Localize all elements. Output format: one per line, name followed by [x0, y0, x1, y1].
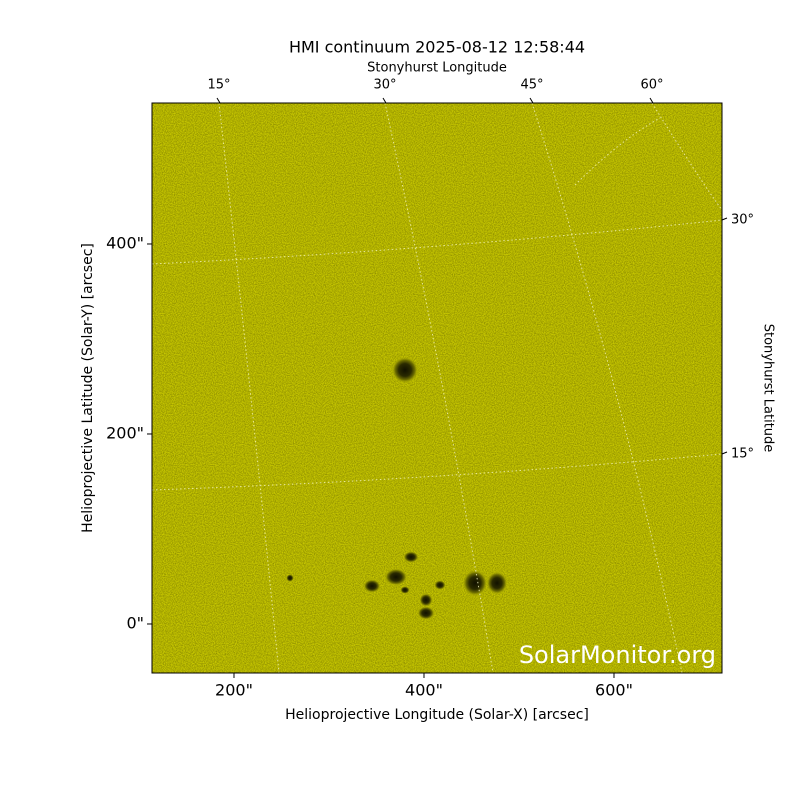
y-axis-label: Helioprojective Latitude (Solar-Y) [arcs…	[80, 243, 96, 533]
top-tick-label: 15°	[207, 78, 230, 93]
top-tick	[529, 97, 534, 104]
top-tick	[649, 97, 654, 104]
y-tick-label: 200"	[106, 423, 144, 442]
plot-frame	[151, 102, 723, 674]
top-tick-label: 30°	[373, 78, 396, 93]
x-axis-label: Helioprojective Longitude (Solar-X) [arc…	[285, 707, 589, 723]
y-tick-label: 0"	[126, 613, 144, 632]
top-tick	[382, 97, 387, 104]
right-tick	[721, 451, 728, 455]
top-axis-label: Stonyhurst Longitude	[367, 61, 507, 76]
right-tick	[721, 217, 728, 221]
top-tick-label: 60°	[640, 78, 663, 93]
sunspots	[286, 356, 508, 620]
image-area: SolarMonitor.org	[152, 103, 722, 673]
image-texture	[152, 103, 722, 673]
right-tick-label: 30°	[731, 213, 754, 228]
top-tick-label: 45°	[520, 78, 543, 93]
watermark: SolarMonitor.org	[519, 641, 716, 669]
chart-title: HMI continuum 2025-08-12 12:58:44	[289, 38, 585, 57]
right-tick-label: 15°	[731, 447, 754, 462]
stonyhurst-grid	[152, 103, 722, 673]
y-tick-label: 400"	[106, 233, 144, 252]
x-tick-label: 400"	[405, 681, 443, 700]
top-tick	[216, 97, 221, 104]
x-tick-label: 600"	[595, 681, 633, 700]
x-tick-label: 200"	[215, 681, 253, 700]
right-axis-label: Stonyhurst Latitude	[761, 324, 776, 453]
